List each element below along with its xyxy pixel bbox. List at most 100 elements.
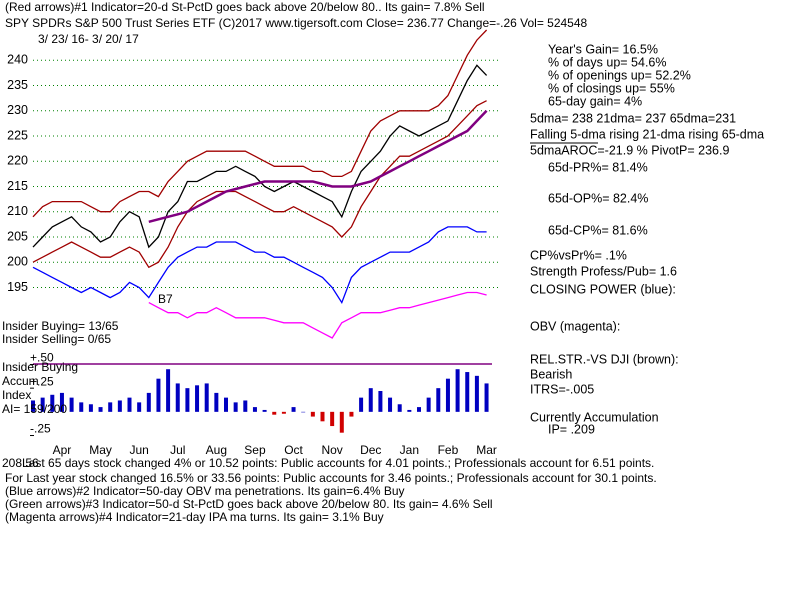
series-line bbox=[148, 109, 488, 224]
bar bbox=[185, 388, 190, 412]
y-tick-label: 215 bbox=[7, 179, 28, 193]
bar bbox=[224, 397, 228, 412]
y-tick-label: 210 bbox=[7, 204, 28, 218]
x-tick-label: Sep bbox=[244, 443, 266, 457]
x-tick-label: Jan bbox=[400, 443, 419, 457]
bar bbox=[79, 402, 84, 412]
bar bbox=[474, 375, 479, 412]
annotation: OBV (magenta): bbox=[530, 319, 620, 333]
bar bbox=[31, 400, 35, 412]
x-tick-label: Apr bbox=[53, 443, 72, 457]
y-tick-label: 240 bbox=[7, 53, 28, 67]
bar bbox=[50, 394, 55, 412]
x-tick-label: Aug bbox=[206, 443, 227, 457]
bar bbox=[40, 397, 45, 412]
annotation: 65d-OP%= 82.4% bbox=[548, 191, 648, 205]
bar bbox=[330, 411, 335, 427]
annotation: CLOSING POWER (blue): bbox=[530, 282, 676, 296]
bar bbox=[272, 411, 277, 415]
annotation: % of openings up= 52.2% bbox=[548, 68, 691, 82]
annotation: (Blue arrows)#2 Indicator=50-day OBV ma … bbox=[5, 484, 405, 498]
y-tick-label: 220 bbox=[7, 154, 28, 168]
x-tick-label: Nov bbox=[321, 443, 342, 457]
bar bbox=[146, 392, 151, 412]
bar bbox=[127, 397, 132, 412]
y-tick-label: 205 bbox=[7, 229, 28, 243]
y-tick-label: +.50 bbox=[30, 351, 54, 365]
series-line bbox=[32, 64, 488, 249]
bar bbox=[349, 411, 354, 417]
bar bbox=[301, 411, 306, 413]
bar bbox=[368, 388, 373, 412]
bar bbox=[281, 411, 286, 414]
bar bbox=[195, 385, 200, 412]
bar bbox=[166, 369, 171, 412]
series-line bbox=[32, 100, 487, 269]
annotation: Strength Profess/Pub= 1.6 bbox=[530, 264, 677, 278]
bar bbox=[214, 392, 219, 412]
bar bbox=[310, 411, 315, 417]
annotation: (Magenta arrows)#4 Indicator=21-day IPA … bbox=[5, 510, 384, 524]
annotation: 5dmaAROC=-21.9 % PivotP= 236.9 bbox=[530, 143, 729, 157]
annotation: AI= 159/200 bbox=[2, 402, 67, 416]
x-tick-label: Jul bbox=[170, 443, 185, 457]
y-tick-label: 200 bbox=[7, 255, 28, 269]
bar bbox=[426, 397, 431, 412]
annotation: Insider Selling= 0/65 bbox=[2, 332, 111, 346]
bar bbox=[397, 404, 402, 412]
bar bbox=[388, 397, 393, 412]
bar bbox=[320, 411, 325, 422]
bar bbox=[88, 404, 93, 412]
bar bbox=[69, 397, 74, 412]
x-tick-label: Oct bbox=[284, 443, 303, 457]
annotation: 5dma= 238 21dma= 237 65dma=231 bbox=[530, 111, 736, 125]
series-line bbox=[32, 29, 488, 218]
bar bbox=[233, 402, 238, 412]
annotation: Last 65 days stock changed 4% or 10.52 p… bbox=[22, 456, 654, 470]
bar bbox=[417, 407, 421, 412]
bar bbox=[378, 391, 383, 412]
annotation: B7 bbox=[158, 292, 173, 306]
annotation: 65d-CP%= 81.6% bbox=[548, 223, 648, 237]
annotation: 65-day gain= 4% bbox=[548, 94, 642, 108]
annotation: REL.STR.-VS DJI (brown): bbox=[530, 352, 679, 366]
series-line bbox=[148, 291, 487, 339]
bar bbox=[117, 400, 122, 412]
annotation: Accum bbox=[2, 374, 39, 388]
bar bbox=[455, 369, 460, 412]
bar bbox=[59, 392, 64, 412]
bar bbox=[204, 383, 209, 412]
annotation: 208.56 bbox=[2, 456, 39, 470]
bar bbox=[484, 383, 489, 412]
bar bbox=[359, 397, 364, 412]
x-tick-label: Jun bbox=[129, 443, 148, 457]
series-line bbox=[32, 226, 487, 305]
y-tick-label: -.25 bbox=[30, 422, 51, 436]
annotation: CP%vsPr%= .1% bbox=[530, 248, 627, 262]
annotation: Year's Gain= 16.5% bbox=[548, 42, 658, 56]
bar bbox=[445, 378, 450, 412]
annotation: For Last year stock changed 16.5% or 33.… bbox=[5, 471, 657, 485]
annotation: 65d-PR%= 81.4% bbox=[548, 160, 648, 174]
bar bbox=[339, 411, 344, 433]
y-tick-label: +.25 bbox=[30, 374, 54, 388]
bar bbox=[175, 383, 180, 412]
annotation: SPY SPDRs S&P 500 Trust Series ETF (C)20… bbox=[5, 16, 588, 30]
annotation: IP= .209 bbox=[548, 422, 595, 436]
annotation: Currently Accumulation bbox=[530, 410, 659, 424]
y-tick-label: 195 bbox=[7, 280, 28, 294]
y-tick-label: 225 bbox=[7, 128, 28, 142]
bar bbox=[436, 388, 441, 412]
y-tick-label: 230 bbox=[7, 103, 28, 117]
bar bbox=[252, 407, 257, 412]
annotation: (Green arrows)#3 Indicator=50-d St-PctD … bbox=[5, 497, 493, 511]
annotation: (Red arrows)#1 Indicator=20-d St-PctD go… bbox=[5, 0, 485, 14]
annotation: Insider Buying= 13/65 bbox=[2, 319, 119, 333]
bar bbox=[98, 407, 103, 412]
x-tick-label: Feb bbox=[438, 443, 459, 457]
annotation: ITRS=-.005 bbox=[530, 382, 594, 396]
annotation: % of days up= 54.6% bbox=[548, 55, 666, 69]
bar bbox=[243, 400, 248, 412]
annotation: Bearish bbox=[530, 367, 572, 381]
